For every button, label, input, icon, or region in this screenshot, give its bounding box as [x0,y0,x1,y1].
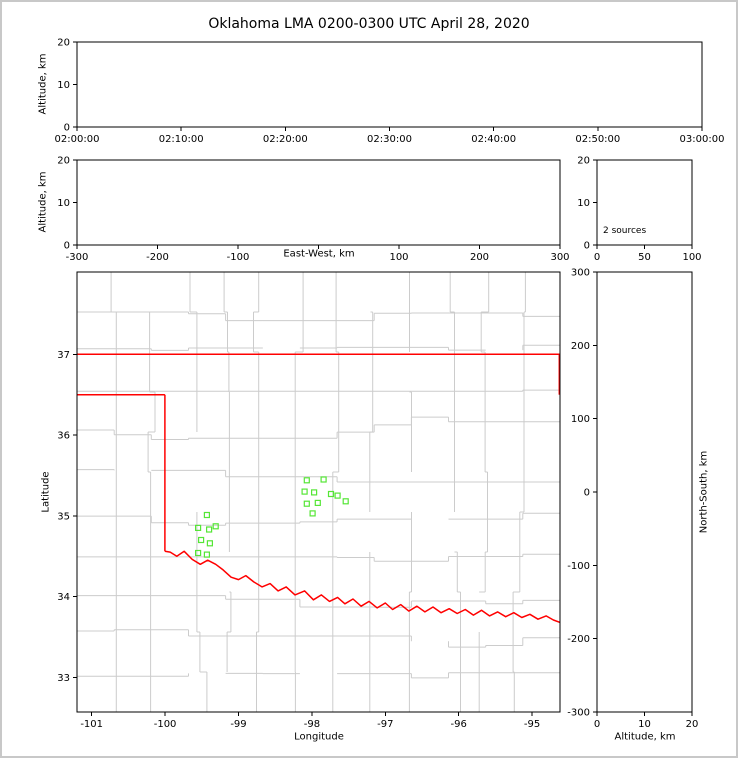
x-tick-label: 0 [594,719,600,730]
y-tick-label: 20 [57,38,70,49]
x-tick-label: -98 [304,719,320,730]
x-tick-label: 02:10:00 [159,134,204,145]
x-tick-label: -300 [66,252,89,263]
y-tick-label: 200 [571,341,590,352]
chart-title: Oklahoma LMA 0200-0300 UTC April 28, 202… [208,16,530,32]
y-tick-label: 33 [57,673,70,684]
source-point [212,523,219,530]
x-tick-label: 10 [638,719,651,730]
y-tick-label: 10 [57,80,70,91]
panel-border-plan_view [76,271,561,713]
panel-border-time_height [76,41,703,128]
source-point [198,536,205,544]
source-point [203,551,210,558]
map-xlabel: Longitude [294,731,344,743]
ew-height-ylabel: Altitude, km [37,171,49,233]
y-tick-label: 0 [584,488,590,499]
x-tick-label: -96 [451,719,467,730]
source-point [195,549,202,557]
y-tick-label: 20 [577,156,590,167]
panel-border-ew_height [76,159,561,246]
source-point [206,526,213,533]
source-point [303,500,310,507]
x-tick-label: 0 [594,252,600,263]
source-point [195,524,202,532]
panel-border-ns_height [596,271,693,713]
ns-height-ylabel: North-South, km [698,450,710,534]
x-tick-label: 03:00:00 [680,134,725,145]
x-tick-label: -99 [230,719,246,730]
x-tick-label: 02:30:00 [367,134,412,145]
x-tick-label: 02:00:00 [55,134,100,145]
source-point [301,488,308,495]
y-tick-label: -300 [567,708,590,719]
map-layer [77,272,560,712]
source-point [334,492,341,499]
x-tick-label: -200 [146,252,169,263]
y-tick-label: 100 [571,414,590,425]
y-tick-label: 0 [64,123,70,134]
source-point [206,540,213,547]
source-point [314,499,321,506]
x-tick-label: 02:20:00 [263,134,308,145]
county-boundaries [77,272,560,712]
source-point [303,477,310,484]
ew-height-xlabel: East-West, km [283,248,355,260]
y-tick-label: 0 [584,241,590,252]
source-point [203,511,210,519]
x-tick-label: 50 [638,252,651,263]
y-tick-label: 36 [57,431,70,442]
ns-height-xlabel: Altitude, km [614,731,676,743]
y-tick-label: 37 [57,350,70,361]
y-tick-label: 0 [64,241,70,252]
sources-count-annotation: 2 sources [603,226,647,236]
y-tick-label: -200 [567,634,590,645]
y-tick-label: 300 [571,268,590,279]
x-tick-label: 100 [389,252,408,263]
x-tick-label: 200 [470,252,489,263]
map-ylabel: Latitude [40,471,52,513]
x-tick-label: -101 [80,719,103,730]
y-tick-label: 20 [57,156,70,167]
x-tick-label: 100 [682,252,701,263]
x-tick-label: -100 [154,719,177,730]
time-height-ylabel: Altitude, km [37,53,49,115]
source-point [309,510,316,517]
y-tick-label: 34 [57,592,70,603]
y-tick-label: 35 [57,511,70,522]
x-tick-label: -100 [227,252,250,263]
source-point [320,476,327,483]
y-tick-label: 10 [57,198,70,209]
x-tick-label: -97 [377,719,393,730]
x-tick-label: -95 [524,719,540,730]
x-tick-label: 02:50:00 [575,134,620,145]
source-point [327,490,335,498]
x-tick-label: 20 [686,719,699,730]
source-point [342,498,349,505]
y-tick-label: 10 [577,198,590,209]
x-tick-label: 02:40:00 [471,134,516,145]
x-tick-label: 300 [550,252,569,263]
source-point [311,489,318,496]
y-tick-label: -100 [567,561,590,572]
state-border [164,550,560,624]
